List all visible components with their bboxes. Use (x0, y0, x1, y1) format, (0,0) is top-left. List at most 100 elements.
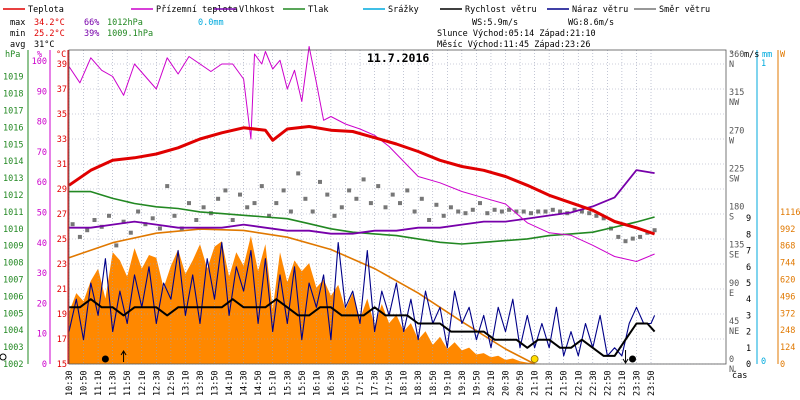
wind-direction-point (194, 218, 199, 222)
wind-direction-point (652, 228, 657, 233)
rad-tick-label: 124 (780, 343, 795, 353)
dir-tick-label: 225 (729, 164, 744, 174)
wind-direction-point (514, 209, 519, 214)
corner-circle-icon (0, 353, 7, 361)
ms-tick-label: 8 (746, 230, 751, 240)
ms-tick-label: 3 (746, 311, 751, 321)
x-tick-label: 20:10 (487, 370, 497, 396)
rad-tick-label: 744 (780, 259, 795, 269)
wind-direction-point (376, 184, 381, 189)
x-tick-label: 15:30 (283, 370, 293, 396)
hpa-tick-label: 1008 (3, 259, 23, 269)
wind-direction-point (558, 209, 563, 214)
wind-direction-point (441, 213, 446, 218)
stats-wg: WG:8.6m/s (568, 18, 614, 28)
stats-min-label: min (10, 29, 25, 39)
hpa-tick-label: 1016 (3, 123, 23, 133)
hpa-tick-label: 1015 (3, 140, 23, 150)
legend-label: Přízemní teplota (156, 5, 238, 15)
pct-tick-label: 100 (32, 57, 47, 67)
moonset-arrowhead-icon (622, 358, 629, 364)
x-axis-label: čas (732, 370, 747, 381)
temp-tick-label: 37 (57, 85, 67, 95)
hpa-unit: hPa (5, 50, 20, 60)
stats-sun: Slunce Východ:05:14 Západ:21:10 (437, 29, 596, 39)
wind-direction-point (245, 205, 250, 210)
ms-tick-label: 4 (746, 295, 751, 305)
x-tick-label: 12:50 (167, 370, 177, 396)
hpa-tick-label: 1005 (3, 309, 23, 319)
legend-label: Srážky (388, 5, 419, 15)
plot-frame (68, 49, 727, 365)
rad-tick-label: 372 (780, 309, 795, 319)
wind-direction-point (405, 188, 410, 193)
rad-unit: W (780, 50, 786, 60)
x-tick-label: 16:30 (327, 370, 337, 396)
wind-direction-point (492, 207, 497, 212)
wind-direction-point (427, 218, 432, 222)
pct-tick-label: 20 (37, 299, 47, 309)
wind-direction-point (310, 209, 315, 214)
wind-speed-line (69, 298, 656, 357)
pct-tick-label: 30 (37, 269, 47, 279)
pct-tick-label: 60 (37, 178, 47, 188)
wind-direction-point (630, 236, 635, 241)
axes: 1002100310041005100610071008100910101011… (3, 49, 800, 396)
pct-tick-label: 70 (37, 148, 47, 158)
dir-card-label: NW (729, 98, 740, 108)
wind-direction-point (536, 209, 541, 214)
stats-block: max 34.2°C 66% 1012hPa 0.0mm min 25.2°C … (10, 18, 614, 50)
wind-direction-point (85, 228, 90, 233)
wind-direction-point (157, 226, 162, 231)
wind-direction-point (259, 184, 264, 189)
x-tick-label: 19:50 (472, 370, 482, 396)
dir-unit: ° (729, 50, 734, 60)
x-tick-label: 21:10 (531, 370, 541, 396)
x-tick-label: 22:50 (603, 370, 613, 396)
wind-direction-point (216, 196, 221, 201)
dir-card-label: SE (729, 251, 739, 261)
wind-speed-series (69, 298, 656, 357)
wind-direction-point (347, 188, 352, 193)
x-tick-label: 16:50 (341, 370, 351, 396)
solar-theoretical-line (68, 228, 535, 365)
wind-direction-point (274, 201, 279, 206)
moonrise-arrowhead-icon (120, 350, 127, 356)
wind-direction-point (303, 196, 308, 201)
x-tick-label: 15:10 (269, 370, 279, 396)
x-tick-label: 23:10 (618, 370, 628, 396)
wind-direction-point (150, 216, 155, 221)
wind-direction-point (383, 205, 388, 210)
wind-direction-point (485, 211, 490, 216)
wind-direction-point (550, 207, 555, 212)
hpa-tick-label: 1012 (3, 191, 23, 201)
wind-direction-point (623, 239, 628, 244)
wind-gust-series (68, 241, 656, 357)
ms-unit: m/s (744, 50, 759, 60)
wind-direction-point (107, 213, 111, 218)
rad-tick-label: 0 (780, 360, 785, 370)
stats-ws: WS:5.9m/s (472, 18, 518, 28)
solar-radiation-fill (69, 235, 542, 364)
wind-direction-point (638, 234, 643, 239)
rain-tick-label: 0 (761, 357, 766, 367)
legend: Teplota Přízemní teplota Vlhkost Tlak Srážky… (3, 5, 710, 15)
wind-direction-point (223, 188, 228, 193)
pct-tick-label: 0 (42, 360, 47, 370)
dir-card-label: W (729, 136, 735, 146)
wind-direction-point (70, 222, 75, 227)
legend-label: Rychlost větru (465, 5, 537, 15)
wind-direction-point (201, 205, 206, 210)
dir-card-label: E (729, 289, 734, 299)
stats-max-press: 1012hPa (107, 18, 143, 28)
temp-tick-label: 25 (57, 235, 67, 245)
humidity-line (69, 169, 655, 235)
wind-direction-point (616, 234, 621, 239)
temp-unit: °C (56, 50, 66, 60)
stats-max-label: max (10, 18, 25, 28)
wind-direction-point (478, 201, 482, 206)
wind-direction-point (288, 209, 293, 214)
temp-tick-label: 15 (57, 360, 67, 370)
pct-tick-label: 90 (37, 87, 47, 97)
solar-theoretical-curve (68, 228, 535, 365)
